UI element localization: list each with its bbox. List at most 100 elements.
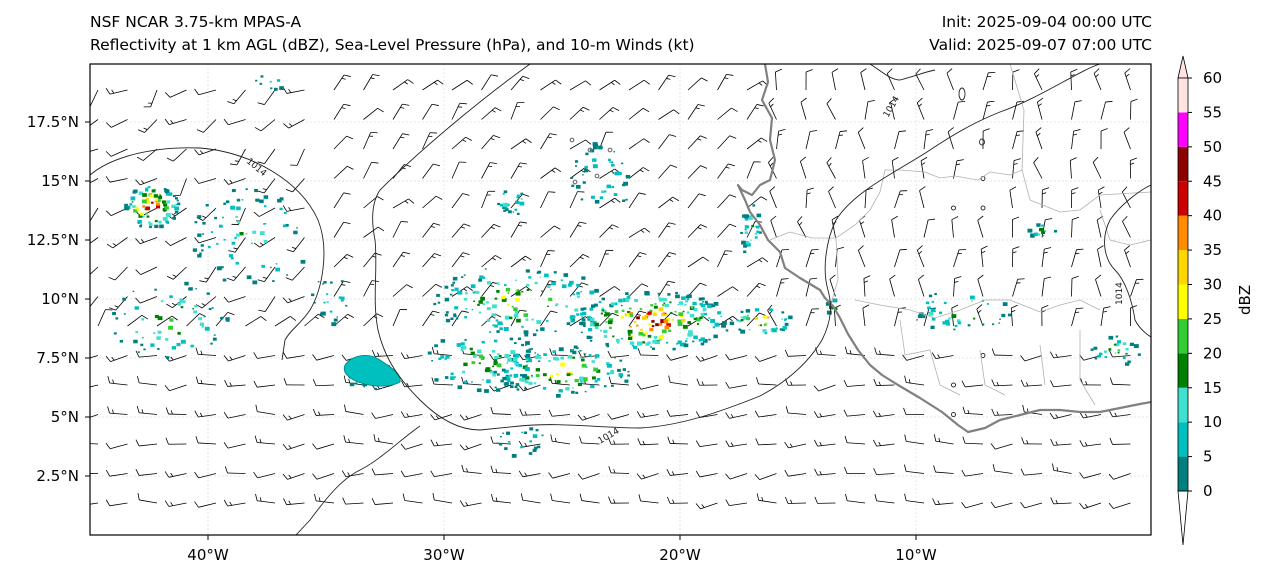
wind-barb (931, 352, 937, 359)
wind-barb (862, 308, 866, 327)
wind-barb (518, 385, 524, 392)
wind-barb (994, 384, 1013, 387)
reflectivity-cell (581, 276, 586, 280)
wind-barb (433, 81, 438, 85)
reflectivity-cell (571, 349, 574, 352)
colorbar-segment (1178, 112, 1188, 147)
wind-barb (1105, 100, 1113, 103)
reflectivity-cell (713, 334, 718, 339)
wind-barb (262, 188, 267, 191)
wind-barb (109, 502, 128, 507)
wind-barb (140, 180, 145, 184)
reflectivity-cell (702, 307, 707, 311)
reflectivity-cell (1113, 343, 1117, 346)
wind-barb (228, 250, 236, 253)
reflectivity-cell (507, 303, 510, 306)
wind-barb (746, 196, 762, 209)
reflectivity-cell (236, 220, 240, 224)
reflectivity-cell (464, 380, 467, 383)
reflectivity-cell (471, 308, 474, 311)
wind-barb (257, 102, 265, 105)
wind-barb (200, 350, 203, 355)
lon-tick-label: 40°W (187, 546, 229, 564)
reflectivity-cell (136, 209, 139, 211)
reflectivity-cell (154, 314, 159, 319)
wind-barb (105, 210, 112, 216)
reflectivity-cell (174, 197, 178, 200)
reflectivity-cell (580, 307, 585, 311)
reflectivity-cell (583, 324, 586, 327)
reflectivity-cell (576, 291, 580, 295)
wind-barb (729, 502, 748, 507)
reflectivity-cell (492, 373, 496, 377)
reflectivity-cell (743, 316, 746, 319)
wind-barb (422, 283, 436, 297)
reflectivity-cell (603, 335, 608, 338)
wind-barb (717, 163, 729, 179)
wind-barb (343, 103, 351, 107)
wind-barb (228, 355, 246, 362)
reflectivity-cell (691, 306, 693, 309)
reflectivity-cell (754, 236, 758, 239)
wind-barb (1100, 308, 1104, 327)
reflectivity-cell (555, 357, 559, 361)
reflectivity-cell (620, 337, 623, 340)
wind-barb (806, 192, 811, 195)
reflectivity-cell (519, 201, 525, 206)
wind-barb (402, 493, 406, 501)
reflectivity-cell (260, 75, 264, 78)
reflectivity-cell (261, 264, 265, 268)
wind-barb (264, 266, 276, 282)
wind-barb (767, 304, 773, 311)
wind-barb (889, 274, 896, 280)
reflectivity-cell (524, 380, 529, 384)
wind-barb (956, 163, 961, 166)
reflectivity-cell (604, 385, 607, 388)
reflectivity-cell (625, 292, 629, 295)
wind-barb (1074, 100, 1082, 103)
reflectivity-cell (700, 337, 705, 341)
reflectivity-cell (516, 212, 520, 215)
wind-barb (288, 89, 292, 93)
wind-barb (522, 193, 530, 197)
reflectivity-cell (216, 266, 222, 271)
wind-barb (658, 164, 671, 179)
wind-barb (459, 500, 465, 507)
wind-barb (233, 266, 246, 281)
reflectivity-cell (744, 217, 749, 221)
wind-barb (97, 309, 106, 327)
lon-tick-label: 10°W (895, 546, 937, 564)
wind-barb (402, 133, 410, 136)
wind-barb (491, 74, 499, 77)
wind-barb (1121, 191, 1131, 209)
wind-barb (347, 313, 354, 318)
reflectivity-cell (615, 338, 620, 342)
colorbar-tick-label: 60 (1203, 69, 1222, 87)
wind-barb (282, 205, 288, 212)
reflectivity-cell (652, 347, 655, 350)
reflectivity-cell (480, 296, 485, 301)
wind-barb (640, 414, 659, 418)
wind-barb (370, 77, 375, 80)
wind-barb (876, 443, 895, 447)
wind-barb (725, 382, 730, 389)
wind-barb (489, 162, 497, 164)
wind-barb (495, 468, 498, 473)
wind-barb (422, 222, 434, 238)
reflectivity-cell (235, 261, 239, 265)
wind-barb (111, 119, 128, 128)
wind-barb (481, 191, 489, 209)
reflectivity-cell (450, 372, 454, 375)
reflectivity-cell (541, 434, 544, 437)
reflectivity-cell (598, 145, 603, 150)
reflectivity-cell (538, 360, 541, 362)
wind-barb (554, 225, 561, 230)
wind-barb (525, 255, 532, 261)
wind-barb (549, 133, 557, 136)
wind-barb (344, 404, 347, 412)
reflectivity-cell (177, 331, 181, 335)
reflectivity-cell (208, 307, 212, 311)
wind-barb (372, 74, 380, 77)
wind-barb (314, 316, 319, 320)
wind-barb (431, 377, 435, 385)
